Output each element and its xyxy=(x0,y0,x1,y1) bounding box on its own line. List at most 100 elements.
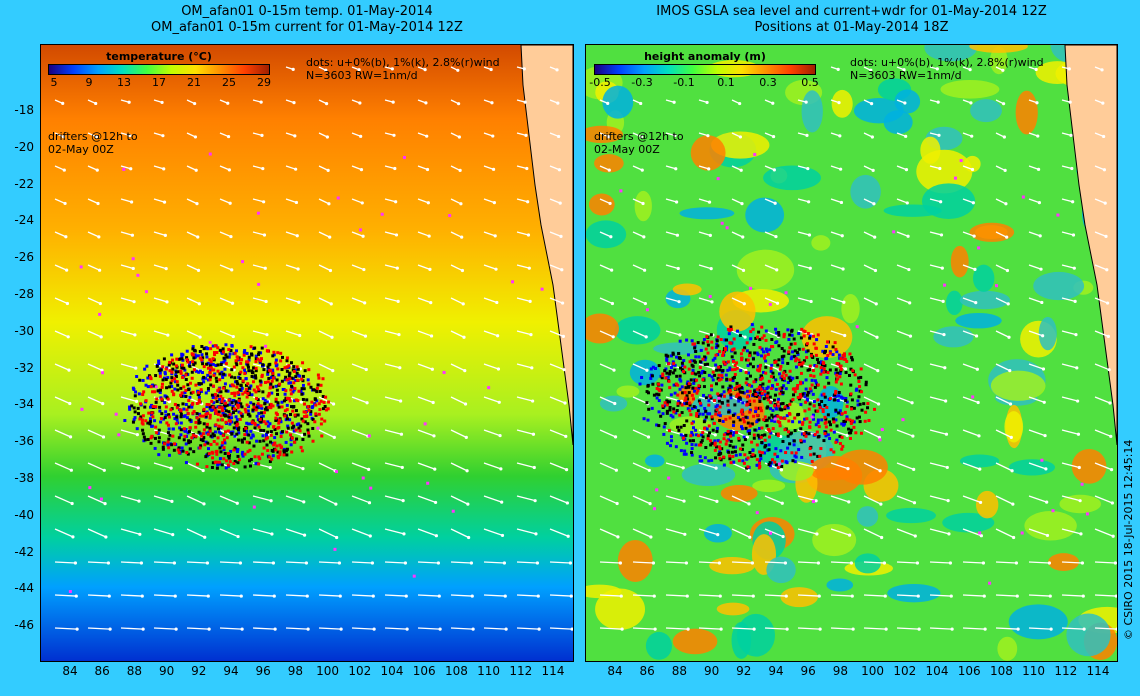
current-arrow-head xyxy=(399,399,403,403)
legend-tick-label: 25 xyxy=(222,76,236,89)
red-drifter xyxy=(246,382,250,386)
black-drifter xyxy=(250,374,254,378)
magenta-point xyxy=(68,590,72,594)
red-drifter xyxy=(232,448,236,452)
black-drifter xyxy=(774,463,778,467)
blue-drifter xyxy=(831,353,835,357)
black-drifter xyxy=(252,444,256,448)
red-drifter xyxy=(260,452,264,456)
blue-drifter xyxy=(699,348,703,352)
blue-drifter xyxy=(684,452,688,456)
blue-drifter xyxy=(211,396,215,400)
blue-drifter xyxy=(728,368,732,372)
red-drifter xyxy=(319,399,323,403)
blue-drifter xyxy=(834,418,838,422)
red-drifter xyxy=(243,390,247,394)
red-drifter xyxy=(735,430,739,434)
blue-drifter xyxy=(691,426,695,430)
black-drifter xyxy=(238,372,242,376)
red-drifter xyxy=(163,442,167,446)
red-drifter xyxy=(154,405,158,409)
black-drifter xyxy=(280,379,284,383)
blue-drifter xyxy=(194,354,198,358)
blue-drifter xyxy=(164,413,168,417)
red-drifter xyxy=(255,396,259,400)
blue-drifter xyxy=(222,448,226,452)
red-drifter xyxy=(752,414,756,418)
red-drifter xyxy=(713,448,717,452)
current-arrow-head xyxy=(566,534,570,538)
current-arrow xyxy=(599,429,616,438)
black-drifter xyxy=(200,344,204,348)
black-drifter xyxy=(781,401,785,405)
blue-drifter xyxy=(135,375,139,379)
blue-drifter xyxy=(266,372,270,376)
red-drifter xyxy=(714,353,718,357)
blue-drifter xyxy=(731,433,735,437)
black-drifter xyxy=(731,376,735,380)
current-arrow-head xyxy=(809,299,813,304)
current-arrow-head xyxy=(301,466,305,471)
current-arrow-head xyxy=(166,333,170,337)
current-arrow xyxy=(929,627,953,630)
blue-drifter xyxy=(814,423,818,427)
current-arrow xyxy=(417,495,436,504)
red-drifter xyxy=(800,327,804,331)
black-drifter xyxy=(768,461,772,465)
black-drifter xyxy=(759,374,763,378)
current-arrow xyxy=(863,495,882,505)
black-drifter xyxy=(692,359,696,363)
current-arrow-head xyxy=(359,134,363,138)
anomaly-blob xyxy=(1038,316,1057,351)
blue-drifter xyxy=(180,354,184,358)
current-arrow-head xyxy=(771,134,776,139)
current-arrow-head xyxy=(639,135,644,139)
current-arrow xyxy=(351,429,369,437)
red-drifter xyxy=(760,336,764,340)
black-drifter xyxy=(174,370,178,374)
blue-drifter xyxy=(244,377,248,381)
black-drifter xyxy=(779,390,783,394)
current-arrow xyxy=(632,330,647,338)
current-arrow-head xyxy=(134,366,138,370)
current-arrow-head xyxy=(983,627,987,631)
blue-drifter xyxy=(799,403,803,407)
red-drifter xyxy=(215,452,219,456)
black-drifter xyxy=(657,424,661,428)
red-drifter xyxy=(208,429,212,433)
current-arrow-head xyxy=(327,202,331,206)
blue-drifter xyxy=(208,367,212,371)
red-drifter xyxy=(311,439,315,443)
red-drifter xyxy=(766,352,770,356)
black-drifter xyxy=(209,383,213,387)
current-arrow xyxy=(896,528,916,537)
current-arrow-head xyxy=(65,268,69,272)
blue-drifter xyxy=(707,459,711,463)
current-arrow-head xyxy=(207,627,211,631)
current-arrow-head xyxy=(779,434,783,439)
current-arrow-head xyxy=(398,366,402,370)
blue-drifter xyxy=(284,440,288,444)
black-drifter xyxy=(852,406,856,410)
black-drifter xyxy=(139,415,143,419)
current-arrow-head xyxy=(236,534,240,539)
red-drifter xyxy=(318,408,322,412)
red-drifter xyxy=(755,458,759,462)
black-drifter xyxy=(815,358,819,362)
blue-drifter xyxy=(691,368,695,372)
red-drifter xyxy=(735,385,739,389)
red-drifter xyxy=(289,392,293,396)
black-drifter xyxy=(720,447,724,451)
black-drifter xyxy=(728,431,732,435)
black-drifter xyxy=(786,434,790,438)
blue-drifter xyxy=(759,457,763,461)
red-drifter xyxy=(758,461,762,465)
blue-drifter xyxy=(761,370,765,374)
black-drifter xyxy=(285,417,289,421)
red-drifter xyxy=(266,448,270,452)
current-arrow-head xyxy=(970,167,975,172)
black-drifter xyxy=(282,451,286,455)
black-drifter xyxy=(224,389,228,393)
red-drifter xyxy=(793,416,797,420)
red-drifter xyxy=(764,338,768,342)
